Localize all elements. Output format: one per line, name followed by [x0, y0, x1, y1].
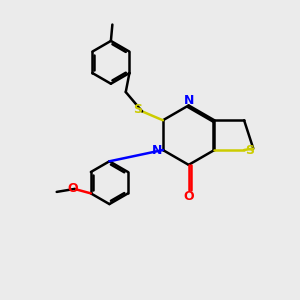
Text: N: N [152, 143, 163, 157]
Text: S: S [133, 103, 142, 116]
Text: O: O [183, 190, 194, 202]
Text: S: S [245, 143, 254, 157]
Text: N: N [184, 94, 194, 106]
Text: O: O [67, 182, 78, 195]
